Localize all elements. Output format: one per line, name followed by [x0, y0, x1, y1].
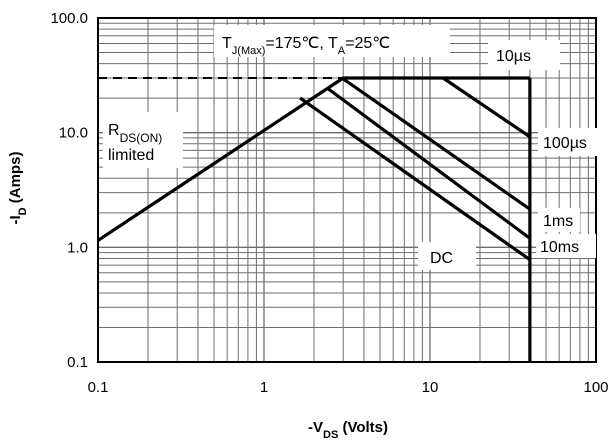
x-axis-label: -VDS (Volts): [308, 419, 388, 441]
rds-on-label-line2: limited: [108, 147, 154, 164]
x-tick-label: 1: [260, 379, 268, 396]
condition-label: TJ(Max)=175℃, TA=25℃: [222, 35, 390, 57]
label-10us-bg: [488, 40, 560, 70]
label-1ms: 1ms: [543, 213, 573, 230]
label-10ms: 10ms: [540, 239, 579, 256]
tick-labels: 0.1 1 10 100 0.1 1.0 10.0 100.0: [50, 10, 608, 396]
label-10us: 10µs: [496, 48, 531, 65]
label-1ms-bg: [538, 208, 580, 232]
y-tick-label: 100.0: [50, 10, 88, 27]
series-line: [442, 76, 531, 139]
condition-label-bg: [214, 25, 450, 57]
label-100us: 100µs: [543, 135, 587, 152]
label-10ms-bg: [536, 234, 596, 258]
y-tick-label: 0.1: [67, 354, 88, 371]
series-line: [299, 96, 531, 262]
x-tick-label: 100: [583, 379, 608, 396]
series-line: [97, 76, 345, 242]
y-axis-label: -ID (Amps): [7, 152, 29, 225]
label-dc-bg: [418, 242, 476, 270]
x-tick-label: 0.1: [88, 379, 109, 396]
series-line: [341, 76, 531, 211]
series-line: [326, 86, 531, 240]
label-dc: DC: [430, 250, 453, 267]
rds-on-label-bg: [103, 112, 183, 168]
label-100us-bg: [538, 128, 598, 156]
x-tick-label: 10: [422, 379, 439, 396]
series-group: [97, 76, 532, 362]
y-tick-label: 10.0: [59, 125, 88, 142]
y-tick-label: 1.0: [67, 239, 88, 256]
rds-on-label: RDS(ON): [108, 122, 162, 145]
plot-frame: [97, 17, 597, 363]
